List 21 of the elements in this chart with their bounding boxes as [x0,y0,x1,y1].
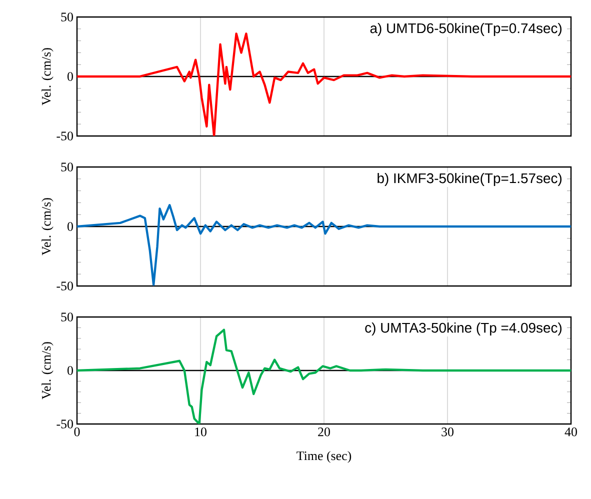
x-tick-label: 40 [564,428,577,436]
y-tick-label: 0 [68,366,73,375]
y-axis-title: Vel. (cm/s) [42,48,54,106]
x-tick-label: 10 [195,428,206,436]
y-tick-label: -50 [56,420,73,428]
y-tick-label: 0 [68,222,73,231]
chart-title: b) IKMF3-50kine(Tp=1.57sec) [378,172,562,186]
y-tick-label: 0 [68,72,73,81]
y-tick-label: -50 [56,132,73,140]
y-tick-label: 50 [61,312,73,322]
y-tick-label: 50 [61,162,73,172]
chart-title: c) UMTA3-50kine (Tp =4.09sec) [365,322,562,336]
x-tick-label: 0 [74,428,80,436]
y-tick-label: -50 [56,282,73,290]
x-tick-label: 20 [318,428,330,436]
x-tick-label: 30 [442,428,454,436]
chart-title: a) UMTD6-50kine(Tp=0.74sec) [370,22,562,36]
x-axis-title: Time (sec) [296,451,352,463]
y-axis-title: Vel. (cm/s) [42,342,54,400]
y-tick-label: 50 [61,12,73,22]
y-axis-title: Vel. (cm/s) [42,198,54,256]
